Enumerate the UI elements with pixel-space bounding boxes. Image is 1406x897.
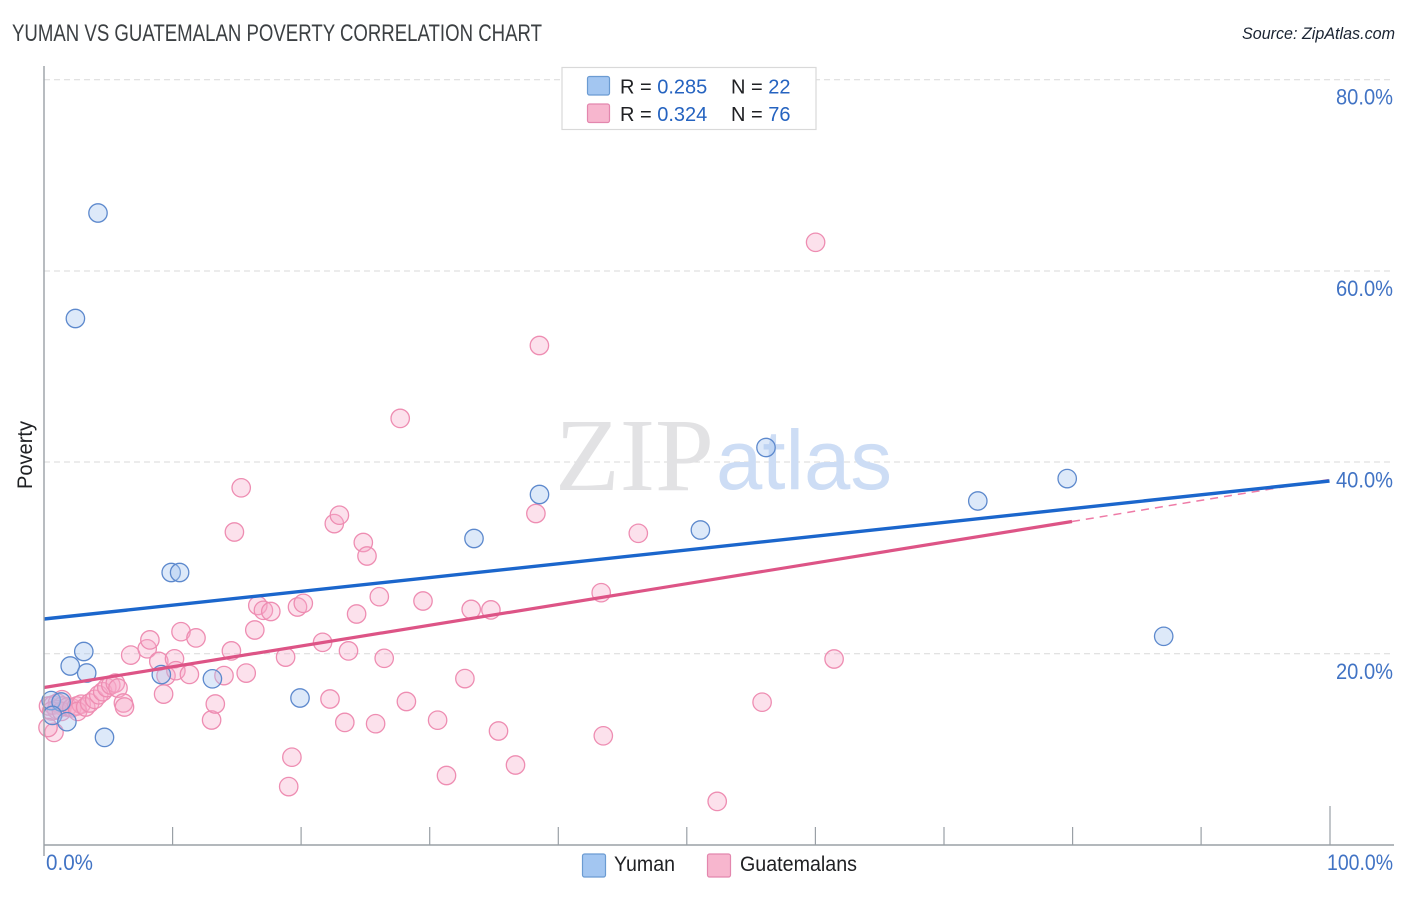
svg-text:N = 22: N = 22 bbox=[731, 77, 791, 99]
svg-text:R = 0.324: R = 0.324 bbox=[620, 104, 707, 126]
svg-text:Poverty: Poverty bbox=[14, 421, 37, 489]
svg-text:80.0%: 80.0% bbox=[1336, 85, 1393, 110]
svg-text:60.0%: 60.0% bbox=[1336, 276, 1393, 301]
svg-text:100.0%: 100.0% bbox=[1327, 850, 1393, 875]
svg-text:N = 76: N = 76 bbox=[731, 104, 791, 126]
svg-text:Source: ZipAtlas.com: Source: ZipAtlas.com bbox=[1242, 25, 1395, 43]
svg-text:atlas: atlas bbox=[716, 413, 892, 507]
svg-text:R = 0.285: R = 0.285 bbox=[620, 77, 707, 99]
svg-text:YUMAN VS GUATEMALAN POVERTY CO: YUMAN VS GUATEMALAN POVERTY CORRELATION … bbox=[12, 20, 542, 47]
svg-text:40.0%: 40.0% bbox=[1336, 468, 1393, 493]
svg-text:Guatemalans: Guatemalans bbox=[740, 853, 857, 876]
svg-text:ZIP: ZIP bbox=[555, 398, 714, 513]
svg-text:20.0%: 20.0% bbox=[1336, 659, 1393, 684]
svg-text:0.0%: 0.0% bbox=[46, 850, 93, 875]
svg-text:Yuman: Yuman bbox=[614, 853, 675, 876]
